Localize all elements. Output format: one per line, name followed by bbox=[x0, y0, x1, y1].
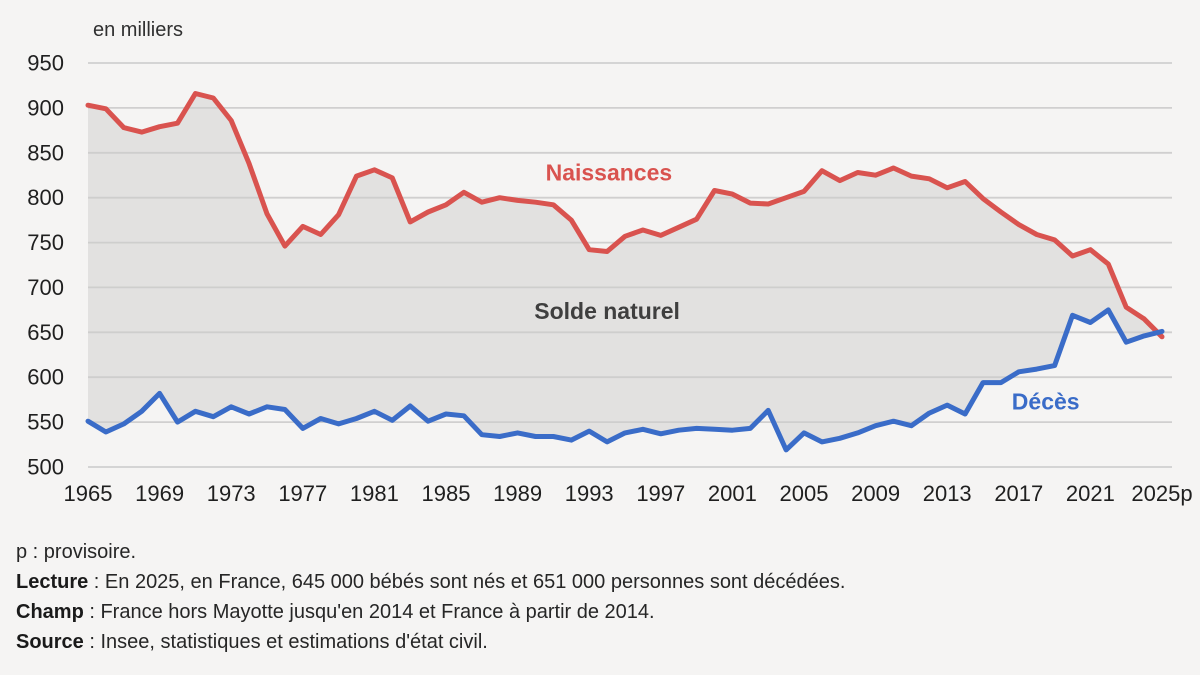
y-axis-unit-label: en milliers bbox=[93, 19, 184, 41]
y-tick-label: 800 bbox=[27, 185, 64, 210]
x-tick-label: 1993 bbox=[565, 481, 614, 506]
x-tick-label: 2017 bbox=[994, 481, 1043, 506]
note-text: : Insee, statistiques et estimations d'é… bbox=[83, 631, 488, 653]
x-tick-label: 2013 bbox=[923, 481, 972, 506]
note-bold-prefix: Lecture bbox=[16, 571, 89, 593]
y-tick-label: 750 bbox=[27, 230, 64, 255]
note-text: p : provisoire. bbox=[16, 541, 137, 563]
y-tick-label: 650 bbox=[27, 320, 64, 345]
x-tick-label: 1973 bbox=[207, 481, 256, 506]
note-champ: Champ : France hors Mayotte jusqu'en 201… bbox=[16, 597, 845, 627]
x-tick-label: 2021 bbox=[1066, 481, 1115, 506]
note-text: : En 2025, en France, 645 000 bébés sont… bbox=[88, 571, 846, 593]
note-provisional: p : provisoire. bbox=[16, 537, 845, 567]
y-tick-label: 600 bbox=[27, 365, 64, 390]
x-tick-label: 2005 bbox=[780, 481, 829, 506]
y-tick-label: 850 bbox=[27, 140, 64, 165]
solde-naturel-label: Solde naturel bbox=[534, 298, 680, 324]
x-tick-label: 2001 bbox=[708, 481, 757, 506]
x-tick-label: 1989 bbox=[493, 481, 542, 506]
footnotes: p : provisoire. Lecture : En 2025, en Fr… bbox=[16, 537, 845, 657]
naissances-line bbox=[85, 91, 1165, 340]
x-tick-label: 1985 bbox=[422, 481, 471, 506]
y-tick-label: 550 bbox=[27, 410, 64, 435]
line-chart-svg: 500 550 600 650 700 750 800 850 900 950 1965 1969 19… bbox=[27, 51, 1192, 507]
note-bold-prefix: Champ bbox=[16, 601, 84, 623]
y-tick-label: 500 bbox=[27, 455, 64, 480]
x-tick-label: 1965 bbox=[64, 481, 113, 506]
x-tick-label: 1977 bbox=[278, 481, 327, 506]
deces-label: Décès bbox=[1012, 389, 1080, 415]
x-tick-label: 1997 bbox=[636, 481, 685, 506]
x-tick-label: 1981 bbox=[350, 481, 399, 506]
y-tick-label: 700 bbox=[27, 275, 64, 300]
naissances-label: Naissances bbox=[546, 160, 673, 186]
x-tick-label: 1969 bbox=[135, 481, 184, 506]
note-lecture: Lecture : En 2025, en France, 645 000 bé… bbox=[16, 567, 845, 597]
solde-naturel-area bbox=[88, 93, 1162, 450]
note-text: : France hors Mayotte jusqu'en 2014 et F… bbox=[83, 601, 655, 623]
y-tick-label: 900 bbox=[27, 95, 64, 120]
note-bold-prefix: Source bbox=[16, 631, 84, 653]
x-tick-label: 2009 bbox=[851, 481, 900, 506]
deces-line bbox=[85, 307, 1165, 453]
x-tick-label: 2025p bbox=[1131, 481, 1192, 506]
note-source: Source : Insee, statistiques et estimati… bbox=[16, 627, 845, 657]
y-tick-label: 950 bbox=[27, 51, 64, 76]
